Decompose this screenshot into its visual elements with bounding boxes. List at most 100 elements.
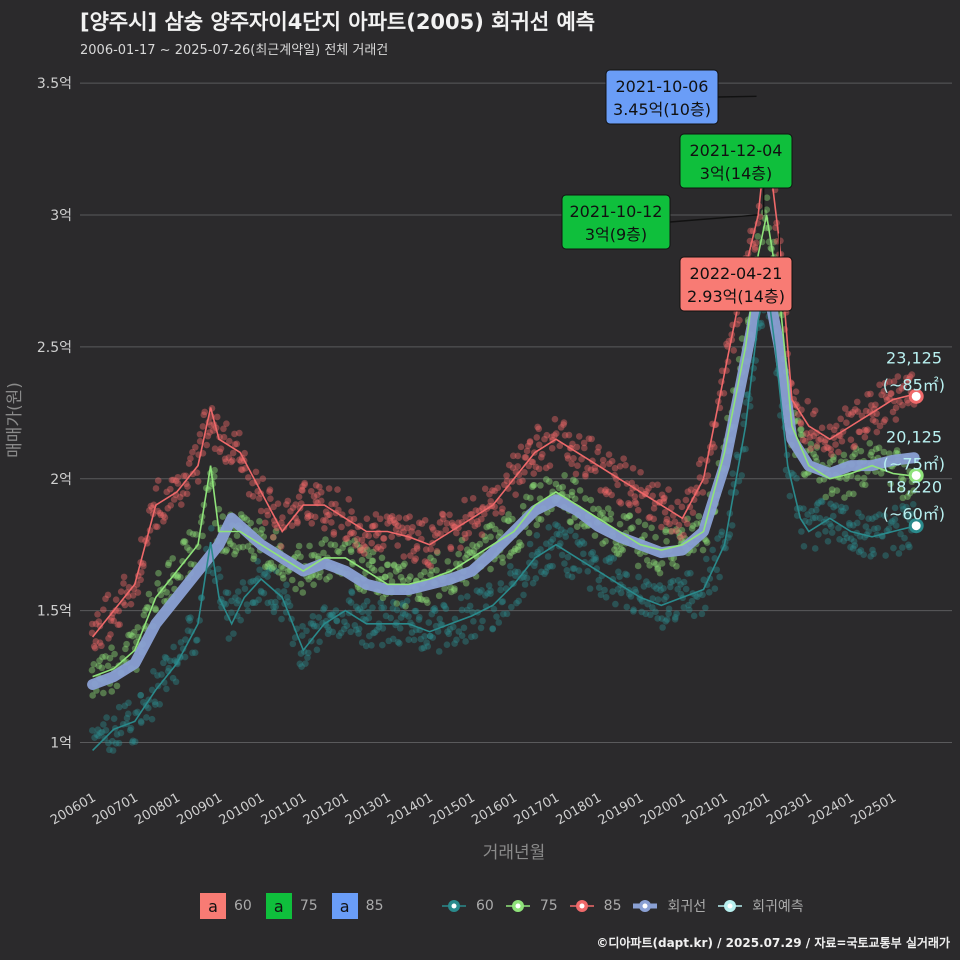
scatter-point <box>515 471 523 479</box>
scatter-point <box>892 522 900 529</box>
scatter-point <box>597 591 605 599</box>
scatter-point <box>557 526 565 533</box>
scatter-point <box>507 570 514 577</box>
scatter-point <box>568 460 575 468</box>
scatter-point <box>96 657 103 664</box>
scatter-point <box>389 635 397 643</box>
scatter-point <box>589 548 597 556</box>
scatter-point <box>105 634 112 642</box>
scatter-point <box>316 573 323 581</box>
prediction-marker-75 <box>908 467 924 483</box>
scatter-point <box>512 572 519 579</box>
scatter-point <box>534 548 541 556</box>
scatter-point <box>463 593 471 600</box>
scatter-point <box>217 445 225 452</box>
scatter-point <box>587 559 595 566</box>
scatter-point <box>92 620 100 628</box>
scatter-point <box>903 396 911 404</box>
scatter-point <box>703 539 711 546</box>
scatter-point <box>508 603 515 611</box>
scatter-point <box>811 545 819 552</box>
scatter-point <box>906 373 914 381</box>
scatter-point <box>582 470 589 478</box>
scatter-point <box>152 523 159 530</box>
scatter-point <box>599 509 606 517</box>
scatter-point <box>533 532 541 539</box>
scatter-point <box>314 491 321 499</box>
scatter-point <box>666 520 673 528</box>
scatter-point <box>324 512 331 519</box>
scatter-point <box>297 580 305 588</box>
prediction-marker-85 <box>908 388 924 404</box>
scatter-point <box>189 530 197 538</box>
scatter-point <box>231 550 238 558</box>
scatter-point <box>286 602 294 609</box>
scatter-point <box>185 460 193 467</box>
scatter-point <box>489 625 497 632</box>
chart-subtitle: 2006-01-17 ~ 2025-07-26(최근계약일) 전체 거래건 <box>80 43 389 58</box>
scatter-point <box>330 529 338 536</box>
scatter-point <box>398 524 406 532</box>
scatter-point <box>309 612 317 620</box>
scatter-point <box>249 599 257 606</box>
scatter-point <box>481 533 488 540</box>
scatter-point <box>265 560 272 567</box>
scatter-point <box>267 495 274 503</box>
scatter-point <box>97 729 104 737</box>
scatter-point <box>106 654 114 662</box>
scatter-point <box>643 557 651 564</box>
scatter-point <box>152 485 160 492</box>
scatter-point <box>137 569 145 576</box>
scatter-point <box>643 488 650 495</box>
scatter-point <box>392 520 399 527</box>
scatter-point <box>430 557 438 565</box>
scatter-point <box>613 543 620 550</box>
scatter-point <box>447 543 454 551</box>
scatter-point <box>603 490 610 498</box>
scatter-point <box>537 453 545 461</box>
annotation-box <box>561 194 671 250</box>
x-tick-label: 201601 <box>469 790 519 828</box>
scatter-point <box>580 540 588 547</box>
scatter-point <box>421 516 429 524</box>
scatter-point <box>682 585 690 593</box>
scatter-point <box>229 457 236 464</box>
scatter-point <box>435 592 443 600</box>
scatter-point <box>304 510 311 518</box>
scatter-point <box>485 582 493 589</box>
x-tick-label: 201301 <box>343 790 393 828</box>
scatter-point <box>224 589 232 597</box>
scatter-point <box>752 239 760 247</box>
scatter-point <box>123 640 130 648</box>
scatter-point <box>659 624 666 631</box>
scatter-point <box>660 498 668 505</box>
scatter-point <box>469 608 476 616</box>
scatter-point <box>551 432 558 439</box>
x-tick-label: 201701 <box>512 790 562 828</box>
scatter-point <box>316 483 323 491</box>
scatter-point <box>524 442 532 450</box>
scatter-point <box>889 408 897 416</box>
scatter-point <box>497 586 504 594</box>
scatter-point <box>865 515 872 522</box>
scatter-point <box>95 662 103 670</box>
scatter-point <box>629 524 636 531</box>
scatter-point <box>369 522 377 530</box>
scatter-point <box>410 547 418 555</box>
scatter-point <box>523 493 530 501</box>
scatter-point <box>881 416 889 423</box>
scatter-point <box>390 516 397 524</box>
scatter-point <box>477 624 485 632</box>
scatter-point <box>377 599 385 606</box>
scatter-point <box>424 643 432 650</box>
scatter-point <box>442 526 450 534</box>
scatter-point <box>460 624 468 632</box>
scatter-point <box>449 522 457 529</box>
scatter-point <box>468 633 475 641</box>
scatter-point <box>368 539 375 547</box>
scatter-point <box>139 560 147 567</box>
scatter-point <box>543 431 551 439</box>
scatter-point <box>663 515 671 523</box>
scatter-point <box>395 514 403 521</box>
scatter-point <box>845 490 853 497</box>
